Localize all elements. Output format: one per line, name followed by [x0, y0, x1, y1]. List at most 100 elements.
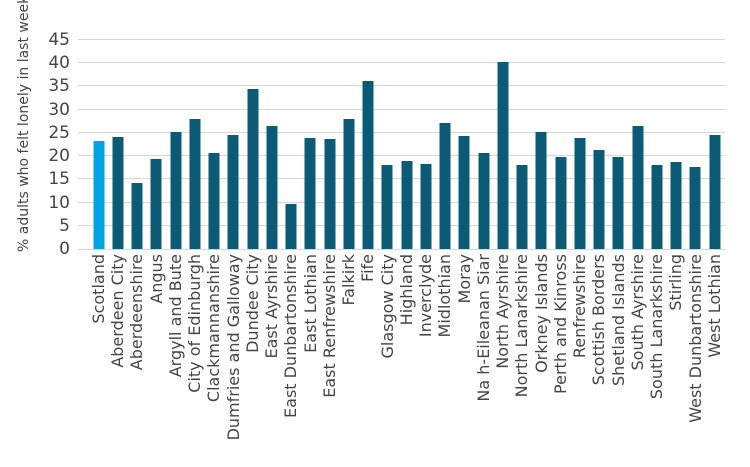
bar [247, 89, 259, 249]
bar-slot [185, 40, 204, 249]
bar [420, 164, 432, 249]
bar-slot [647, 40, 666, 249]
x-axis-label: North Ayrshire [493, 254, 513, 369]
bar [439, 122, 451, 249]
x-label-slot: Renfrewshire [570, 254, 589, 464]
bar-slot [147, 40, 166, 249]
x-axis-label: Falkirk [339, 254, 359, 306]
y-tick-label: 30 [48, 99, 70, 120]
bar-slot [301, 40, 320, 249]
bar-slot [416, 40, 435, 249]
x-axis-label: Highland [396, 254, 416, 326]
y-tick-label: 0 [59, 239, 70, 259]
grid-line [78, 131, 725, 133]
x-axis-label: East Renfrewshire [319, 254, 339, 398]
plot-area [78, 39, 725, 250]
x-label-slot: Inverclyde [416, 254, 435, 464]
bar [227, 134, 239, 249]
grid-line [78, 108, 725, 110]
grid-line [78, 155, 725, 157]
bar [189, 118, 201, 249]
y-tick-label: 15 [48, 169, 70, 190]
x-axis-label: Dumfries and Galloway [223, 254, 243, 441]
x-axis-label: Moray [454, 254, 474, 304]
x-axis-label: Renfrewshire [570, 254, 590, 359]
x-axis-label: Na h-Eileanan Siar [473, 254, 493, 402]
x-label-slot: Scotland [89, 254, 108, 464]
grid-line [78, 85, 725, 87]
bar-slot [686, 40, 705, 249]
x-label-slot: City of Edinburgh [185, 254, 204, 464]
bar [651, 164, 663, 249]
x-axis-label: Angus [146, 254, 166, 304]
y-tick-label: 10 [48, 192, 70, 213]
bar [632, 126, 644, 249]
x-label-slot: Stirling [666, 254, 686, 464]
grid-line [78, 62, 725, 64]
x-axis-label: West Dunbartonshire [685, 254, 705, 423]
bar-slot [397, 40, 416, 249]
x-axis-label: Shetland Islands [608, 254, 628, 386]
x-label-slot: Highland [397, 254, 416, 464]
x-axis-label: Scottish Borders [589, 254, 609, 386]
y-tick-label: 40 [48, 53, 70, 74]
x-label-slot: Perth and Kinross [551, 254, 570, 464]
bar-slot [455, 40, 474, 249]
x-axis-label: Argyll and Bute [165, 254, 185, 378]
x-axis-label: East Ayrshire [262, 254, 282, 359]
x-axis-label: City of Edinburgh [185, 254, 205, 393]
bar-slot [436, 40, 455, 249]
bar [689, 166, 701, 249]
x-label-slot: Orkney Islands [532, 254, 551, 464]
bar [497, 62, 509, 249]
bar [208, 152, 220, 249]
x-label-slot: East Renfrewshire [320, 254, 339, 464]
bar [304, 138, 316, 249]
bar-slot [262, 40, 281, 249]
bar-slot [667, 40, 686, 249]
bar [593, 149, 605, 249]
y-tick-label: 20 [48, 146, 70, 167]
x-axis-label: Perth and Kinross [550, 254, 570, 394]
bar-slot [320, 40, 339, 249]
x-label-slot: Angus [147, 254, 166, 464]
bar [381, 164, 393, 249]
x-axis-label: Aberdeenshire [127, 254, 147, 371]
y-axis-title: % adults who felt lonely in last week [16, 0, 32, 252]
x-axis-label: Stirling [666, 254, 686, 311]
x-label-slot: Na h-Eileanan Siar [474, 254, 493, 464]
y-tick-label: 5 [59, 215, 70, 236]
bar-slot [89, 40, 108, 249]
bar-slot [224, 40, 243, 249]
bar-slot [243, 40, 262, 249]
bar [324, 138, 336, 249]
x-label-slot: South Lanarkshire [647, 254, 666, 464]
x-label-slot: North Ayrshire [493, 254, 512, 464]
bar [555, 157, 567, 249]
bar [670, 161, 682, 249]
x-label-slot: Fife [358, 254, 378, 464]
bar [170, 131, 182, 249]
bar-slot [378, 40, 397, 249]
x-label-slot: Aberdeenshire [127, 254, 147, 464]
x-label-slot: Scottish Borders [589, 254, 609, 464]
x-axis-label: Fife [358, 254, 378, 282]
x-label-slot: West Lothian [705, 254, 724, 464]
x-axis-label: Dundee City [242, 254, 262, 353]
bar [285, 203, 297, 249]
bar-highlight [93, 140, 105, 249]
x-label-slot: East Ayrshire [262, 254, 281, 464]
bar-slot [282, 40, 301, 249]
grid-line [78, 39, 725, 40]
bar [401, 160, 413, 249]
bar-series [78, 40, 725, 249]
x-axis-label: East Dunbartonshire [281, 254, 301, 418]
x-axis-label: East Lothian [300, 254, 320, 353]
bar-slot [339, 40, 358, 249]
x-axis-label: South Ayrshire [627, 254, 647, 371]
x-axis-label: Orkney Islands [531, 254, 551, 373]
y-tick-label: 35 [48, 76, 70, 97]
x-label-slot: Shetland Islands [609, 254, 628, 464]
bar-slot [532, 40, 551, 249]
bar [266, 126, 278, 249]
